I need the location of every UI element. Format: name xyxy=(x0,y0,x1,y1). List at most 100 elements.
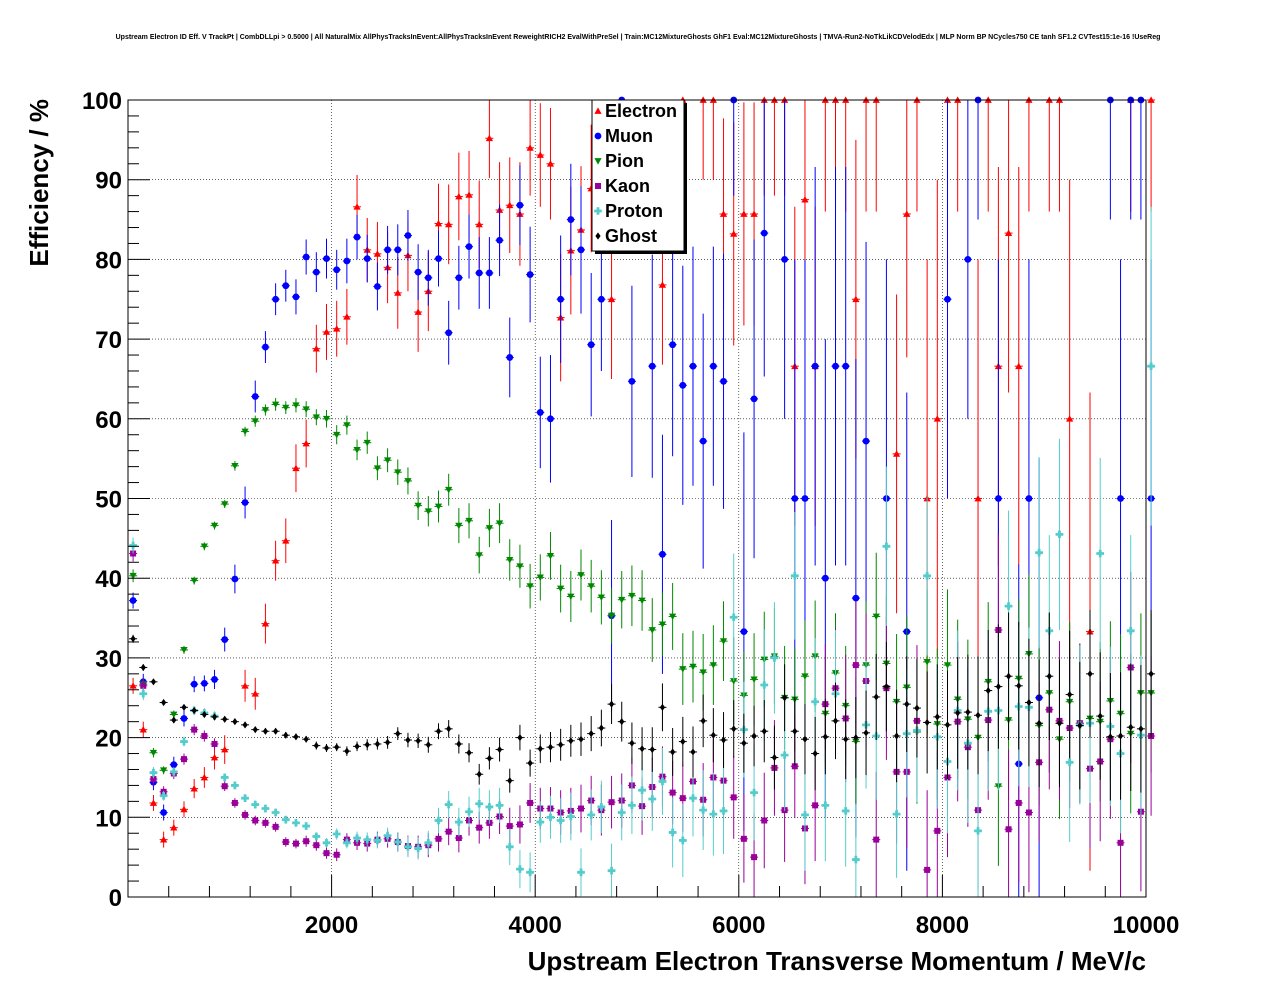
data-point xyxy=(801,673,809,680)
data-point xyxy=(191,706,197,715)
data-point xyxy=(699,669,707,676)
data-point xyxy=(496,236,503,244)
data-point xyxy=(272,557,280,564)
data-point xyxy=(465,191,473,198)
data-point xyxy=(659,703,666,711)
data-point xyxy=(1055,530,1064,539)
data-point xyxy=(180,647,188,654)
data-point xyxy=(485,803,494,811)
data-point xyxy=(221,501,229,508)
data-point xyxy=(273,727,279,735)
series-proton xyxy=(129,206,1156,897)
data-point xyxy=(729,613,738,622)
legend-marker-ghost xyxy=(595,232,601,240)
data-point xyxy=(170,824,178,831)
data-point xyxy=(445,220,453,228)
data-point xyxy=(536,409,544,416)
data-point xyxy=(383,831,392,840)
data-point xyxy=(903,210,911,217)
data-point xyxy=(699,806,707,814)
data-point xyxy=(353,447,361,454)
data-point xyxy=(974,827,982,835)
data-point xyxy=(251,690,259,697)
data-point xyxy=(873,836,880,843)
data-point xyxy=(598,724,604,732)
data-point xyxy=(322,328,331,335)
data-point xyxy=(750,395,758,403)
data-point xyxy=(139,689,148,698)
data-point xyxy=(904,700,910,708)
data-point xyxy=(180,805,188,813)
data-point xyxy=(1107,733,1113,741)
data-point xyxy=(709,362,717,370)
data-point xyxy=(455,818,463,826)
data-point xyxy=(1138,725,1144,733)
data-point xyxy=(200,680,208,687)
data-point xyxy=(495,520,504,527)
data-point xyxy=(200,543,208,550)
data-point xyxy=(282,404,290,412)
data-point xyxy=(628,377,636,385)
data-point xyxy=(211,713,218,721)
data-point xyxy=(1015,799,1022,806)
data-point xyxy=(251,418,259,425)
data-point xyxy=(1056,719,1063,727)
data-point xyxy=(221,783,228,790)
data-point xyxy=(475,220,483,228)
data-point xyxy=(130,635,136,643)
data-point xyxy=(934,713,940,721)
data-point xyxy=(394,289,402,296)
data-point xyxy=(628,592,636,600)
data-point xyxy=(353,233,361,241)
data-point xyxy=(343,839,351,847)
data-point xyxy=(435,727,442,735)
data-point xyxy=(231,781,239,790)
data-point xyxy=(801,196,809,203)
data-point xyxy=(771,753,778,762)
data-point xyxy=(821,801,830,810)
legend-marker-kaon xyxy=(595,183,601,189)
data-point xyxy=(526,868,534,877)
data-point xyxy=(892,810,901,818)
data-point xyxy=(556,816,565,825)
data-point xyxy=(924,718,930,727)
legend-label-pion: Pion xyxy=(605,151,644,171)
data-point xyxy=(506,354,514,361)
data-point xyxy=(221,745,229,753)
data-point xyxy=(343,313,351,320)
legend-label-muon: Muon xyxy=(605,126,653,146)
data-point xyxy=(872,613,880,621)
data-point xyxy=(892,450,901,457)
data-point xyxy=(801,811,809,819)
data-point xyxy=(373,250,382,257)
data-point xyxy=(160,836,168,843)
data-point xyxy=(414,308,422,315)
data-point xyxy=(801,495,809,502)
data-point xyxy=(883,682,890,691)
data-point xyxy=(557,585,565,593)
data-point xyxy=(364,741,370,749)
data-point xyxy=(1067,690,1073,699)
data-point xyxy=(536,151,544,158)
data-point xyxy=(668,828,677,837)
data-point xyxy=(944,295,951,303)
data-point xyxy=(373,836,382,845)
data-point xyxy=(434,219,443,227)
data-point xyxy=(577,868,585,877)
data-point xyxy=(740,835,747,842)
data-point xyxy=(363,255,371,263)
data-point xyxy=(322,415,331,423)
data-point xyxy=(201,733,208,740)
data-point xyxy=(292,464,300,472)
data-point xyxy=(730,794,737,801)
data-point xyxy=(455,835,462,842)
data-point xyxy=(312,268,320,276)
data-point xyxy=(526,144,534,151)
data-point xyxy=(699,437,707,445)
data-point xyxy=(170,711,178,719)
data-point xyxy=(323,744,330,752)
data-point xyxy=(435,255,442,263)
data-point xyxy=(139,726,147,733)
data-point xyxy=(241,499,249,506)
